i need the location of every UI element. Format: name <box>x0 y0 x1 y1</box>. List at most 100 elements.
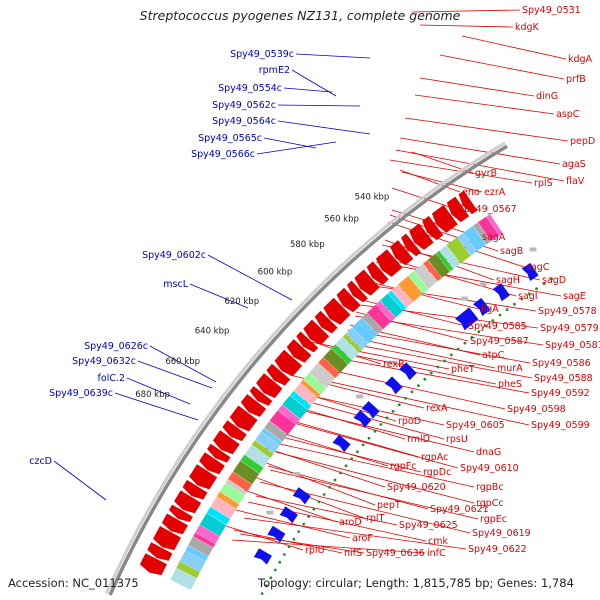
gene-labels: Spy49_0531 kdgK kdgA prfB dinG aspC pepD agaS fl… <box>29 5 600 559</box>
category-block <box>206 506 230 525</box>
reverse-gene-label: Spy49_0562c <box>212 100 276 111</box>
category-block <box>331 344 352 365</box>
category-block <box>185 545 209 562</box>
forward-gene-label: nifS <box>344 548 362 559</box>
forward-gene-label: kdgK <box>515 22 540 33</box>
category-block <box>436 250 454 272</box>
forward-gene-arrow <box>207 443 231 463</box>
forward-gene-label: dinG <box>536 91 558 102</box>
reverse-gene-arrow <box>384 376 403 395</box>
forward-gene-arrow <box>153 526 181 551</box>
forward-leader-line <box>281 417 420 458</box>
forward-leader-line <box>369 281 480 310</box>
forward-gene-arrow <box>266 363 291 386</box>
forward-leader-line <box>347 329 531 364</box>
forward-gene-label: rgpAc <box>421 452 448 463</box>
grey-feature <box>461 296 469 301</box>
forward-gene-arrow <box>139 553 167 576</box>
forward-gene-label: dnaG <box>476 447 501 458</box>
reverse-gene-arrow <box>492 283 510 302</box>
tick-dot <box>477 330 481 334</box>
forward-gene-label: pheS <box>498 379 522 390</box>
forward-gene-label: rplU <box>305 545 325 556</box>
rna-color-blocks <box>170 214 503 590</box>
forward-gene-label: Spy49_0625 <box>399 520 458 531</box>
category-block <box>423 259 442 282</box>
forward-gene-label: Spy49_0586 <box>532 358 591 369</box>
tick-dot <box>328 485 331 489</box>
forward-gene-label: rplT <box>366 513 385 524</box>
category-block <box>293 382 318 406</box>
category-block <box>210 496 237 519</box>
kbp-label: 600 kbp <box>258 268 293 278</box>
forward-gene-arrow <box>336 287 361 313</box>
forward-leader-line <box>231 539 426 554</box>
forward-leader-line <box>419 24 514 28</box>
forward-gene-label: pheT <box>451 364 475 375</box>
forward-gene-label: cmk <box>428 536 448 547</box>
forward-gene-arrow <box>182 479 208 500</box>
tick-dot <box>273 568 277 572</box>
forward-gene-arrow <box>189 464 218 490</box>
tick-dot <box>410 390 414 394</box>
kbp-label: 680 kbp <box>135 390 170 400</box>
forward-leader-line <box>239 533 365 554</box>
reverse-gene-arrow <box>455 312 473 331</box>
accession-text: Accession: NC_011375 <box>8 576 139 590</box>
forward-gene-arrow <box>354 269 380 296</box>
category-block <box>251 440 274 459</box>
category-block <box>345 327 369 350</box>
forward-leader-line <box>337 351 497 385</box>
tick-dot <box>416 384 420 387</box>
forward-gene-label: flaV <box>566 176 585 187</box>
forward-gene-label: aroD <box>339 517 362 528</box>
reverse-gene-label: mscL <box>163 279 188 290</box>
category-block <box>282 395 308 419</box>
forward-gene-label: rgpEc <box>480 514 507 525</box>
grey-feature <box>479 282 487 287</box>
forward-gene-label: Spy49_0636 <box>366 548 425 559</box>
forward-leader-line <box>419 77 535 97</box>
forward-gene-label: Spy49_0619 <box>472 528 531 539</box>
forward-gene-label: agaS <box>562 159 586 170</box>
forward-gene-label: rplS <box>534 178 553 189</box>
forward-gene-arrow <box>446 196 470 223</box>
forward-gene-label: infC <box>427 548 446 559</box>
category-block <box>228 471 252 492</box>
forward-leader-line <box>439 54 565 80</box>
forward-gene-arrow <box>296 331 319 353</box>
forward-gene-arrow <box>249 386 273 406</box>
grey-feature <box>388 360 396 365</box>
kbp-label: 560 kbp <box>324 214 359 224</box>
forward-gene-label: sagC <box>526 262 550 273</box>
forward-gene-arrow <box>229 405 258 432</box>
forward-gene-label: pepD <box>570 136 595 147</box>
category-block <box>367 304 392 330</box>
forward-gene-arrow <box>303 319 330 346</box>
forward-gene-label: Spy49_0610 <box>460 463 519 474</box>
tick-dot <box>429 371 433 375</box>
forward-leader-line <box>275 451 475 504</box>
reverse-leader-line <box>53 460 107 501</box>
category-block <box>264 421 288 442</box>
reverse-leader-line <box>295 53 371 59</box>
category-block <box>255 431 280 454</box>
forward-gene-label: rexA <box>426 403 448 414</box>
forward-gene-label: sagE <box>563 291 586 302</box>
forward-leader-line <box>259 481 471 534</box>
forward-gene-arrow <box>240 394 267 417</box>
reverse-gene-arrow <box>361 401 380 419</box>
forward-gene-arrow <box>314 310 338 334</box>
forward-gene-label: Spy49_0579 <box>540 323 599 334</box>
kbp-label: 660 kbp <box>165 357 200 367</box>
forward-gene-arrow <box>458 190 478 214</box>
forward-leader-line <box>247 501 427 542</box>
grey-feature <box>529 247 537 252</box>
forward-gene-arrow <box>409 223 434 250</box>
backbone-outer-arc <box>105 141 506 594</box>
category-block <box>486 214 503 236</box>
category-block <box>193 532 216 548</box>
kbp-label: 640 kbp <box>195 326 230 336</box>
reverse-leader-line <box>126 377 191 405</box>
